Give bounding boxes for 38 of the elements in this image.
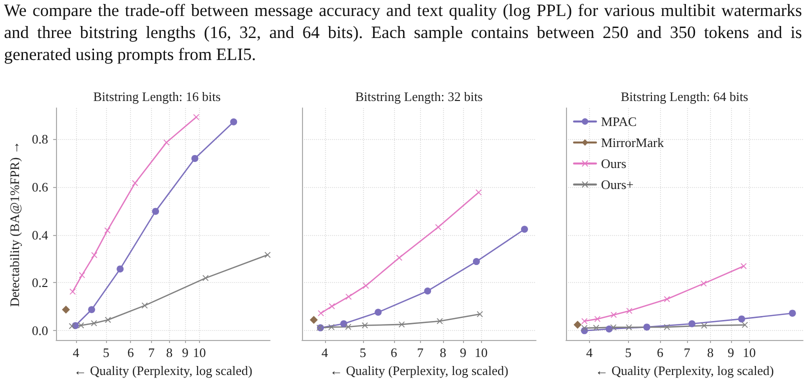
legend-label: MirrorMark [601, 135, 664, 150]
x-tick-label: 9 [182, 345, 188, 360]
x-axis-title: ← Quality (Perplexity, log scaled) [595, 363, 774, 378]
chart-title: Bitstring Length: 64 bits [620, 89, 748, 104]
x-tick-label: 7 [684, 345, 691, 360]
x-tick-label: 6 [656, 345, 664, 360]
legend-label: MPAC [601, 114, 637, 129]
y-tick-label: 0.4 [32, 227, 49, 242]
chart-title: Bitstring Length: 32 bits [355, 89, 483, 104]
x-tick-label: 4 [322, 345, 329, 360]
y-tick-label: 0.8 [32, 132, 48, 147]
x-tick-label: 9 [728, 345, 734, 360]
legend-label: Ours [601, 156, 626, 171]
x-tick-label: 10 [192, 345, 206, 360]
x-tick-label: 8 [440, 345, 446, 360]
x-tick-label: 8 [707, 345, 714, 360]
x-tick-label: 5 [625, 345, 632, 360]
x-tick-label: 10 [474, 345, 488, 360]
chart-title: Bitstring Length: 16 bits [93, 89, 221, 104]
y-tick-label: 0.2 [32, 275, 48, 290]
x-tick-label: 7 [416, 345, 424, 360]
x-tick-label: 9 [460, 345, 466, 360]
legend-label: Ours+ [601, 177, 634, 192]
y-axis-title: Detectability (BA@1%FPR) → [7, 141, 22, 307]
x-tick-label: 4 [586, 345, 594, 360]
y-tick-label: 0.0 [32, 322, 48, 338]
x-tick-label: 6 [127, 345, 134, 360]
x-tick-label: 6 [390, 345, 398, 360]
x-tick-label: 4 [72, 345, 80, 360]
x-tick-label: 5 [102, 345, 110, 360]
x-axis-title: ← Quality (Perplexity, log scaled) [74, 363, 252, 378]
x-tick-label: 8 [166, 345, 173, 360]
x-tick-label: 7 [148, 345, 156, 360]
y-tick-label: 0.6 [32, 179, 49, 194]
x-tick-label: 5 [360, 345, 366, 360]
x-tick-label: 10 [742, 345, 756, 360]
x-axis-title: ← Quality (Perplexity, log scaled) [330, 363, 508, 378]
text: We compare the trade-off between message accuracy and text quality (log PPL) for various multibit watermarks and three bitstring lengths (16, 32, and 64 bits). Each sample contains between 250 and 350 tokens and is generated using prompts from ELI5. [4, 0, 802, 66]
